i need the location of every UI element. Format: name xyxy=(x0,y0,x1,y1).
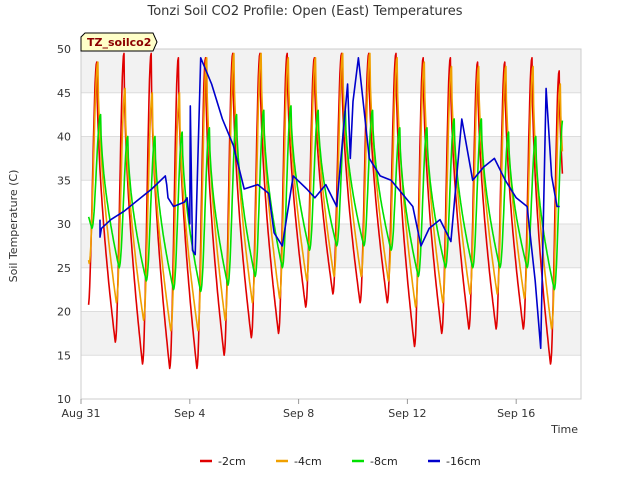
y-axis-label: Soil Temperature (C) xyxy=(7,170,20,283)
y-tick-label: 45 xyxy=(57,87,71,100)
series-line--16cm xyxy=(99,57,560,350)
series-line--4cm xyxy=(87,52,564,332)
x-tick-label: Sep 4 xyxy=(174,407,205,420)
series-layer xyxy=(87,52,564,370)
y-tick-label: 50 xyxy=(57,43,71,56)
grid-band xyxy=(81,136,581,181)
x-tick-label: Sep 12 xyxy=(388,407,426,420)
x-tick-label: Aug 31 xyxy=(62,407,101,420)
x-tick-label: Sep 8 xyxy=(283,407,314,420)
x-axis-ticks: Aug 31 Sep 4 Sep 8 Sep 12 Sep 16 xyxy=(62,399,535,420)
site-tag-box xyxy=(80,32,158,52)
x-axis-label: Time xyxy=(550,423,578,436)
legend-label: -8cm xyxy=(370,455,398,468)
grid-band xyxy=(81,311,581,356)
legend: -2cm -4cm -8cm -16cm xyxy=(200,455,481,468)
legend-label: -16cm xyxy=(446,455,481,468)
series-line--8cm xyxy=(87,105,564,293)
x-tick-label: Sep 16 xyxy=(497,407,535,420)
y-tick-label: 30 xyxy=(57,218,71,231)
series-line--2cm xyxy=(87,52,564,370)
y-axis-ticks: 10 15 20 25 30 35 40 45 50 xyxy=(57,43,71,406)
plot-frame xyxy=(80,48,582,400)
y-tick-label: 20 xyxy=(57,306,71,319)
legend-label: -2cm xyxy=(218,455,246,468)
y-tick-label: 35 xyxy=(57,174,71,187)
grid-band xyxy=(81,49,581,93)
y-tick-label: 15 xyxy=(57,349,71,362)
y-tick-label: 25 xyxy=(57,262,71,275)
chart-title: Tonzi Soil CO2 Profile: Open (East) Temp… xyxy=(146,4,462,19)
site-tag: TZ_soilco2 xyxy=(80,32,158,52)
site-tag-label: TZ_soilco2 xyxy=(87,36,151,49)
legend-label: -4cm xyxy=(294,455,322,468)
y-tick-label: 40 xyxy=(57,131,71,144)
y-tick-label: 10 xyxy=(57,393,71,406)
